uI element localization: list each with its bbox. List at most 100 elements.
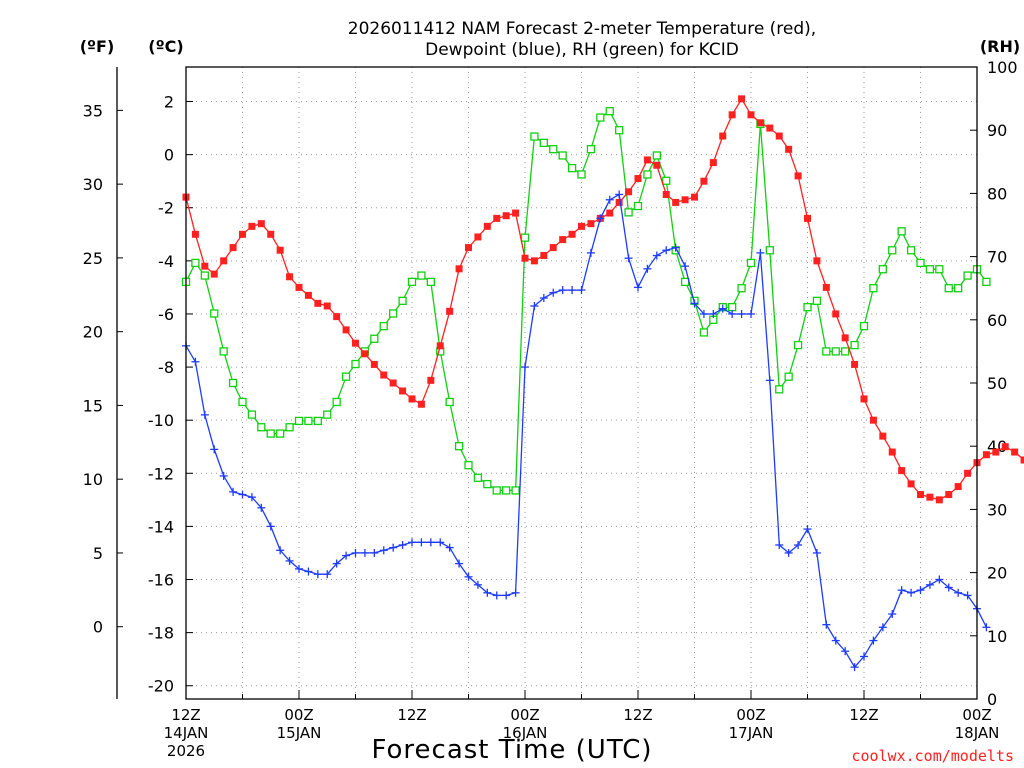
celsius-tick-label: -12	[148, 464, 174, 483]
dewpoint-point	[615, 190, 624, 199]
temperature-point	[954, 483, 962, 491]
dewpoint-point	[210, 445, 219, 454]
dewpoint-point	[219, 471, 228, 480]
celsius-tick-label: -10	[148, 411, 174, 430]
dewpoint-point	[191, 357, 200, 366]
dewpoint-point	[925, 580, 934, 589]
temperature-point	[879, 432, 887, 440]
temperature-point	[672, 198, 680, 206]
rh-point	[210, 309, 219, 318]
fahrenheit-tick-label: 15	[83, 396, 103, 415]
dewpoint-point	[775, 540, 784, 549]
temperature-point	[964, 469, 972, 477]
temperature-point	[860, 395, 868, 403]
temperature-line	[185, 97, 1024, 501]
celsius-tick-label: -16	[148, 571, 174, 590]
rh-point	[464, 461, 473, 470]
temperature-point	[549, 244, 557, 252]
rh-line	[185, 110, 987, 492]
dewpoint-point	[408, 538, 416, 547]
dewpoint-point	[596, 214, 605, 223]
temperature-point	[804, 214, 811, 222]
rh-point	[483, 479, 492, 489]
dewpoint-point	[238, 490, 247, 499]
rh-point	[925, 265, 935, 274]
rh-point	[812, 296, 822, 305]
dewpoint-point	[276, 546, 285, 555]
rh-point	[643, 170, 652, 179]
fahrenheit-axis: 35 30 25 20 15 10 5 0	[83, 67, 123, 699]
celsius-tick-label: -2	[158, 199, 174, 218]
rh-point	[765, 246, 774, 255]
temperature-point	[502, 212, 510, 220]
rh-point	[445, 397, 454, 407]
series-dewpoint	[182, 190, 991, 672]
fahrenheit-tick-label: 25	[83, 249, 103, 268]
rh-point	[878, 265, 887, 274]
temperature-point	[851, 360, 859, 368]
temperature-point	[314, 299, 322, 307]
dewpoint-point	[605, 195, 614, 204]
dewpoint-point	[521, 363, 529, 372]
temperature-point	[992, 448, 1000, 456]
temperature-point	[229, 244, 237, 252]
time-tick-label: 16JAN	[503, 724, 548, 742]
rh-unit-label: (RH)	[980, 37, 1020, 56]
plot-frame	[185, 66, 978, 700]
dewpoint-point	[351, 548, 360, 557]
time-tick-label: 15JAN	[277, 724, 322, 742]
rh-point	[332, 397, 341, 407]
dewpoint-point	[586, 248, 595, 257]
fahrenheit-tick-label: 35	[83, 101, 103, 120]
temperature-point	[201, 262, 209, 270]
temperature-point	[926, 493, 934, 501]
temperature-point	[606, 209, 614, 217]
temperature-point	[559, 236, 567, 244]
chart-subtitle: Dewpoint (blue), RH (green) for KCID	[425, 40, 739, 60]
temperature-point	[625, 188, 633, 196]
dewpoint-point	[652, 251, 661, 260]
temperature-point	[220, 257, 228, 265]
dewpoint-point	[342, 551, 351, 560]
time-tick-label: 2026	[167, 742, 205, 760]
rh-tick-label: 30	[987, 500, 1007, 519]
dewpoint-point	[897, 586, 906, 595]
rh-point	[370, 334, 379, 343]
dewpoint-point	[662, 246, 671, 255]
dewpoint-point	[530, 301, 539, 310]
time-tick-label: 12Z	[849, 706, 878, 724]
temperature-point	[295, 283, 303, 291]
dewpoint-point	[690, 299, 699, 308]
celsius-unit-label: (ºC)	[148, 37, 183, 56]
dewpoint-point	[483, 588, 492, 597]
rh-point	[680, 277, 690, 287]
rh-tick-label: 20	[987, 564, 1007, 583]
dewpoint-point	[577, 286, 586, 295]
time-tick-label: 12Z	[397, 706, 426, 724]
temperature-point	[530, 257, 538, 265]
time-tick-label: 00Z	[962, 706, 991, 724]
dewpoint-point	[916, 586, 925, 595]
dewpoint-point	[332, 559, 341, 568]
rh-point	[935, 265, 944, 274]
rh-point	[577, 170, 586, 179]
rh-point	[888, 246, 897, 255]
dewpoint-point	[304, 567, 313, 576]
rh-point	[549, 145, 558, 154]
rh-point	[662, 176, 671, 185]
dewpoint-point	[436, 538, 445, 547]
series-temperature	[182, 95, 1024, 504]
dewpoint-point	[379, 546, 388, 555]
celsius-tick-label: 0	[164, 146, 174, 165]
rh-point	[502, 486, 511, 495]
rh-point	[257, 423, 266, 432]
rh-point	[228, 378, 238, 388]
dewpoint-point	[464, 572, 473, 581]
chart-title: 2026011412 NAM Forecast 2-meter Temperat…	[348, 19, 816, 39]
dewpoint-point	[455, 559, 464, 568]
dewpoint-point	[558, 286, 567, 295]
temperature-point	[700, 177, 708, 185]
rh-point	[379, 321, 388, 331]
dewpoint-point	[473, 580, 482, 589]
dewpoint-point	[417, 538, 426, 547]
